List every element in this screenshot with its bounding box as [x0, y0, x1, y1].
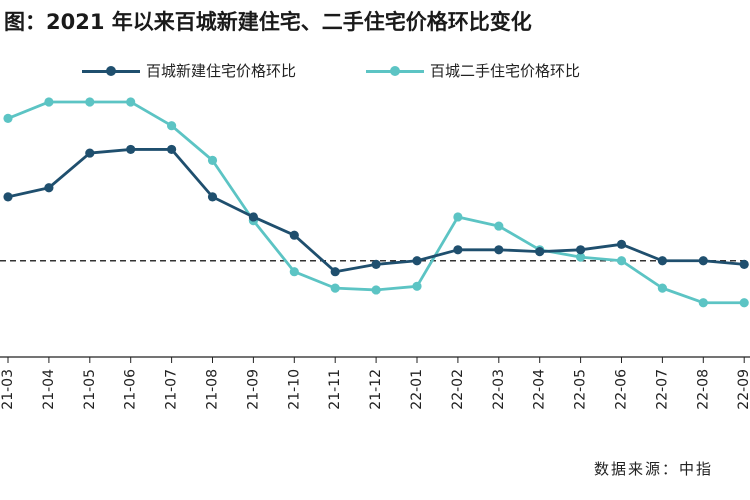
data-source: 数据来源：中指	[594, 460, 714, 478]
data-point-second	[698, 298, 708, 308]
data-point-new	[126, 144, 136, 155]
data-point-new	[3, 192, 13, 202]
x-tick-label: 22-06	[614, 369, 630, 410]
data-point-second	[494, 221, 504, 231]
data-point-second	[453, 212, 463, 222]
data-point-new	[44, 183, 54, 193]
x-tick-label: 21-11	[327, 369, 343, 410]
legend-item-second: 百城二手住宅价格环比	[366, 60, 580, 81]
x-tick-label: 22-09	[736, 369, 750, 410]
data-point-new	[289, 230, 299, 240]
data-point-new	[616, 239, 627, 249]
x-tick-label: 21-05	[82, 369, 98, 410]
x-tick-label: 21-04	[41, 369, 57, 410]
x-tick-label: 22-08	[695, 369, 711, 410]
legend: 百城新建住宅价格环比 百城二手住宅价格环比	[0, 60, 750, 86]
data-point-new	[371, 259, 381, 269]
x-tick-label: 22-05	[573, 369, 589, 410]
data-point-new	[535, 247, 545, 257]
x-tick-label: 22-01	[409, 369, 425, 410]
data-point-new	[412, 256, 422, 266]
series-line-second	[7, 100, 745, 305]
x-tick-label: 21-03	[0, 369, 16, 410]
legend-swatch-new	[82, 61, 140, 81]
data-point-new	[330, 267, 340, 277]
x-tick-label: 21-06	[123, 369, 139, 410]
data-point-new	[248, 212, 258, 222]
x-tick-label: 22-07	[654, 369, 670, 410]
data-point-second	[739, 298, 749, 308]
data-point-second	[657, 283, 668, 293]
data-point-second	[330, 283, 340, 293]
x-tick-label: 21-10	[286, 369, 302, 410]
data-point-new	[698, 256, 708, 266]
data-point-new	[85, 148, 95, 158]
data-point-second	[85, 97, 95, 107]
x-tick-label: 21-09	[245, 369, 261, 410]
data-point-second	[207, 155, 218, 165]
x-tick-label: 22-04	[532, 369, 548, 410]
data-point-second	[289, 267, 299, 277]
x-tick-label: 21-12	[368, 369, 384, 410]
data-point-second	[126, 97, 136, 107]
x-tick-label: 22-03	[491, 369, 507, 410]
data-point-second	[371, 285, 381, 295]
legend-item-new: 百城新建住宅价格环比	[82, 60, 296, 81]
x-tick-label: 21-07	[164, 369, 180, 410]
data-point-second	[44, 97, 54, 107]
data-point-second	[616, 256, 627, 266]
series-line-new	[7, 148, 745, 274]
x-tick-label: 22-02	[450, 369, 466, 410]
legend-swatch-second	[366, 61, 424, 81]
chart-title: 图：2021 年以来百城新建住宅、二手住宅价格环比变化	[4, 10, 532, 34]
data-point-second	[167, 121, 177, 131]
legend-label-new: 百城新建住宅价格环比	[146, 62, 297, 80]
data-point-new	[494, 245, 504, 255]
data-point-new	[576, 245, 586, 255]
data-point-second	[576, 252, 586, 262]
data-point-second	[412, 281, 422, 291]
data-point-new	[657, 256, 668, 266]
data-point-new	[453, 245, 463, 255]
x-tick-label: 21-08	[205, 369, 221, 410]
data-point-new	[207, 192, 218, 202]
data-point-second	[3, 113, 13, 123]
data-point-new	[167, 144, 177, 155]
data-point-new	[739, 259, 749, 269]
legend-label-second: 百城二手住宅价格环比	[430, 62, 581, 80]
